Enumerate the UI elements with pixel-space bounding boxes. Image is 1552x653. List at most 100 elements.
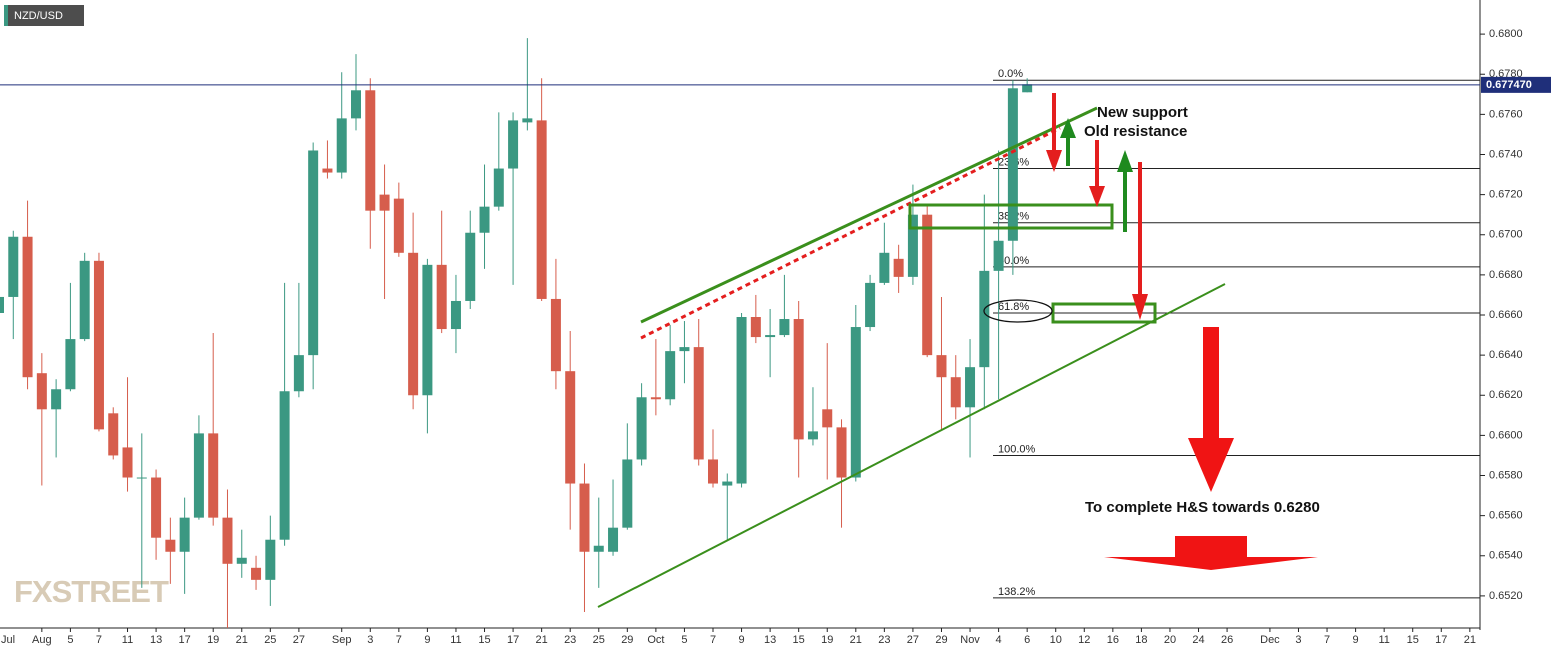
x-tick-label: 11 <box>1378 634 1389 646</box>
annotation: Old resistance <box>1084 123 1187 140</box>
x-tick-label: 19 <box>207 634 219 646</box>
x-tick-label: 15 <box>793 634 805 646</box>
y-tick-label: 0.6540 <box>1489 550 1523 562</box>
candle-body <box>565 371 576 484</box>
candle-body <box>393 198 404 253</box>
candle-body <box>122 447 133 478</box>
channel-top <box>640 106 1098 324</box>
candle-body <box>408 252 419 396</box>
last-price-box <box>1481 76 1551 93</box>
y-tick-label: 0.6740 <box>1489 148 1523 160</box>
candle-body <box>807 431 818 440</box>
y-tick-label: 0.6660 <box>1489 309 1523 321</box>
candle-body <box>636 397 647 460</box>
annotation: New support <box>1097 104 1188 121</box>
watermark: FXSTREET <box>14 574 169 609</box>
candle-body <box>922 214 933 356</box>
y-tick-label: 0.6520 <box>1489 590 1523 602</box>
candle-body <box>322 168 333 173</box>
candle-body <box>579 483 590 552</box>
candle-body <box>836 427 847 478</box>
candle-body <box>436 264 447 330</box>
x-tick-label: 11 <box>122 634 133 646</box>
y-tick-label: 0.6640 <box>1489 349 1523 361</box>
last-price-label: 0.677470 <box>1486 79 1532 91</box>
x-tick-label: 27 <box>907 634 919 646</box>
candle-body <box>493 168 504 207</box>
candle-body <box>893 258 904 277</box>
x-tick-label: 5 <box>67 634 73 646</box>
x-tick-label: 10 <box>1050 634 1062 646</box>
y-tick-label: 0.6680 <box>1489 269 1523 281</box>
x-tick-label: 21 <box>536 634 548 646</box>
candle-body <box>822 409 833 428</box>
x-tick-label: Jul <box>1 634 15 646</box>
candle-body <box>193 433 204 518</box>
x-tick-label: 20 <box>1164 634 1176 646</box>
big-arrow <box>1188 438 1234 492</box>
candle-body <box>179 517 190 552</box>
candle-body <box>765 335 776 338</box>
candle-body <box>236 557 247 564</box>
x-tick-label: 7 <box>1324 634 1330 646</box>
annotation: To complete H&S towards 0.6280 <box>1085 499 1320 516</box>
x-tick-label: 3 <box>367 634 373 646</box>
candle-body <box>222 517 233 564</box>
x-tick-label: 15 <box>478 634 490 646</box>
x-tick-label: 21 <box>850 634 862 646</box>
title-badge-accent <box>4 5 8 26</box>
x-tick-label: 29 <box>935 634 947 646</box>
candle-body <box>736 317 747 484</box>
big-arrow <box>1203 327 1219 440</box>
y-tick-label: 0.6800 <box>1489 28 1523 40</box>
arrow <box>1046 150 1062 172</box>
y-tick-label: 0.6700 <box>1489 229 1523 241</box>
candle-body <box>36 373 47 410</box>
x-tick-label: 13 <box>150 634 162 646</box>
candle-body <box>508 120 519 169</box>
candle-body <box>22 236 33 378</box>
candle-body <box>550 298 561 372</box>
candle-body <box>379 194 390 211</box>
candle-body <box>536 120 547 299</box>
candle-body <box>622 459 633 528</box>
x-tick-label: 11 <box>450 634 461 646</box>
candle-body <box>593 545 604 552</box>
x-tick-label: 6 <box>1024 634 1030 646</box>
candle-body <box>665 351 676 400</box>
candle-body <box>750 317 761 338</box>
x-tick-label: 29 <box>621 634 633 646</box>
candle-body <box>907 214 918 277</box>
drawings: New support Old resistance To complete H… <box>597 93 1320 608</box>
candle-body <box>793 319 804 440</box>
candle-body <box>708 459 718 484</box>
x-tick-label: 12 <box>1078 634 1090 646</box>
x-tick-label: 13 <box>764 634 776 646</box>
candle-body <box>865 282 876 328</box>
x-tick-label: 24 <box>1192 634 1204 646</box>
candle-body <box>950 377 961 408</box>
candle-body <box>465 232 476 301</box>
candle-body <box>522 118 533 123</box>
y-tick-label: 0.6560 <box>1489 510 1523 522</box>
y-tick-label: 0.6600 <box>1489 429 1523 441</box>
x-tick-label: 18 <box>1135 634 1147 646</box>
y-tick-label: 0.6720 <box>1489 189 1523 201</box>
x-tick-label: 21 <box>1464 634 1476 646</box>
fib-label: 100.0% <box>998 443 1036 455</box>
y-tick-label: 0.6580 <box>1489 469 1523 481</box>
candle-body <box>479 206 490 233</box>
fib-label: 61.8% <box>998 301 1029 313</box>
arrow <box>1060 118 1076 138</box>
candle-body <box>993 240 1004 271</box>
fib-label: 50.0% <box>998 255 1029 267</box>
x-tick-label: 23 <box>564 634 576 646</box>
candle-body <box>136 477 147 479</box>
candle-body <box>608 527 619 552</box>
candle-body <box>293 355 304 392</box>
candle-body <box>722 481 733 486</box>
zone-box <box>1051 302 1157 324</box>
candle-body <box>279 391 290 540</box>
x-tick-label: 25 <box>593 634 605 646</box>
